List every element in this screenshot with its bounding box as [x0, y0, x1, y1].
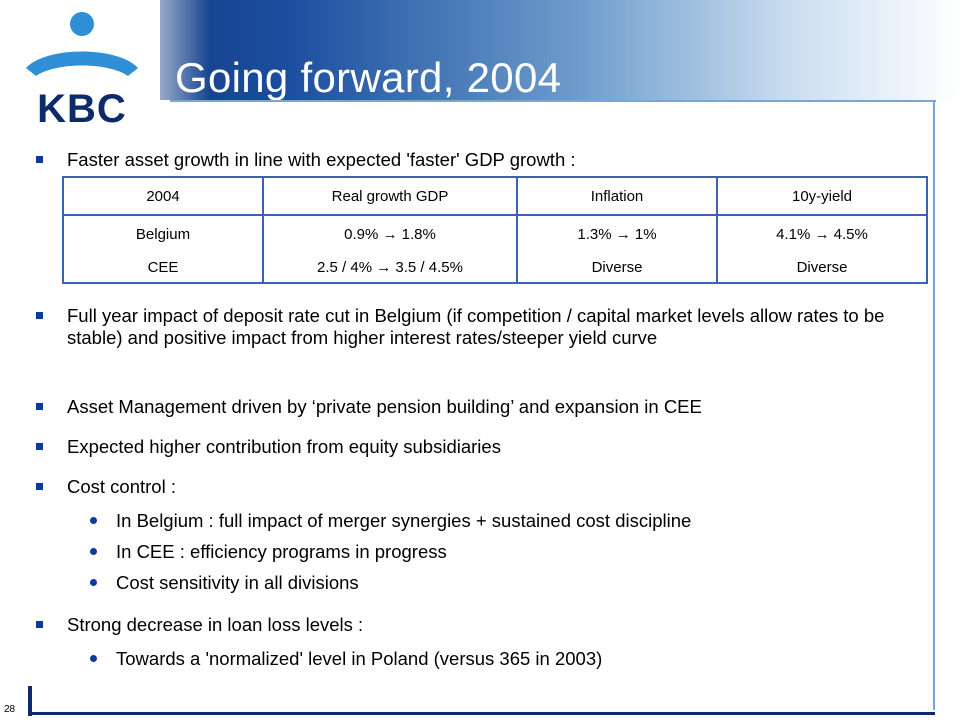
bottom-border-line	[30, 712, 935, 715]
bullet-asset-management: Asset Management driven by ‘private pens…	[36, 396, 916, 418]
gdp-table: 2004 Real growth GDP Inflation 10y-yield…	[62, 176, 928, 284]
round-bullet-icon	[90, 655, 97, 662]
bullet-text: Strong decrease in loan loss levels :	[67, 614, 364, 635]
header-fade	[120, 0, 210, 100]
table-header-cell: Real growth GDP	[262, 176, 518, 216]
square-bullet-icon	[36, 621, 43, 628]
sub-bullet-text: In CEE : efficiency programs in progress	[116, 541, 447, 562]
table-cell: 4.1% → 4.5%	[716, 215, 928, 252]
slide-title: Going forward, 2004	[175, 54, 562, 101]
sub-bullet-belgium: In Belgium : full impact of merger syner…	[90, 510, 910, 532]
left-corner-line	[28, 686, 32, 716]
table-cell: 0.9% → 1.8%	[262, 215, 518, 252]
right-border-line	[933, 100, 935, 710]
square-bullet-icon	[36, 312, 43, 319]
sub-bullet-text: In Belgium : full impact of merger syner…	[116, 510, 692, 531]
round-bullet-icon	[90, 548, 97, 555]
bullet-deposit-rate: Full year impact of deposit rate cut in …	[36, 305, 916, 349]
square-bullet-icon	[36, 403, 43, 410]
table-cell: CEE	[62, 252, 264, 284]
table-cell: 2.5 / 4% → 3.5 / 4.5%	[262, 252, 518, 284]
bullet-text: Faster asset growth in line with expecte…	[67, 149, 576, 170]
bullet-loan-loss: Strong decrease in loan loss levels :	[36, 614, 916, 636]
table-header-cell: Inflation	[516, 176, 718, 216]
table-header-cell: 10y-yield	[716, 176, 928, 216]
table-header-cell: 2004	[62, 176, 264, 216]
sub-bullet-poland: Towards a 'normalized' level in Poland (…	[90, 648, 910, 670]
table-row: CEE 2.5 / 4% → 3.5 / 4.5% Diverse Divers…	[62, 252, 928, 284]
round-bullet-icon	[90, 517, 97, 524]
title-underline	[170, 100, 936, 102]
bullet-text: Asset Management driven by ‘private pens…	[67, 396, 702, 417]
sub-bullet-text: Cost sensitivity in all divisions	[116, 572, 359, 593]
table-row: Belgium 0.9% → 1.8% 1.3% → 1% 4.1% → 4.5…	[62, 215, 928, 252]
table-cell: Belgium	[62, 215, 264, 252]
table-cell: 1.3% → 1%	[516, 215, 718, 252]
kbc-logo: KBC	[26, 12, 138, 130]
table-cell: Diverse	[716, 252, 928, 284]
page-number: 28	[4, 704, 16, 715]
logo-text: KBC	[37, 87, 127, 130]
square-bullet-icon	[36, 483, 43, 490]
round-bullet-icon	[90, 579, 97, 586]
bullet-text: Full year impact of deposit rate cut in …	[67, 305, 885, 348]
bullet-cost-control: Cost control :	[36, 476, 916, 498]
bullet-gdp-growth: Faster asset growth in line with expecte…	[36, 149, 916, 171]
bullet-text: Expected higher contribution from equity…	[67, 436, 501, 457]
table-header-row: 2004 Real growth GDP Inflation 10y-yield	[62, 176, 928, 216]
table-cell: Diverse	[516, 252, 718, 284]
sub-bullet-text: Towards a 'normalized' level in Poland (…	[116, 648, 603, 669]
sub-bullet-divisions: Cost sensitivity in all divisions	[90, 572, 910, 594]
bullet-equity-subsidiaries: Expected higher contribution from equity…	[36, 436, 916, 458]
square-bullet-icon	[36, 443, 43, 450]
square-bullet-icon	[36, 156, 43, 163]
sub-bullet-cee: In CEE : efficiency programs in progress	[90, 541, 910, 563]
bullet-text: Cost control :	[67, 476, 176, 497]
